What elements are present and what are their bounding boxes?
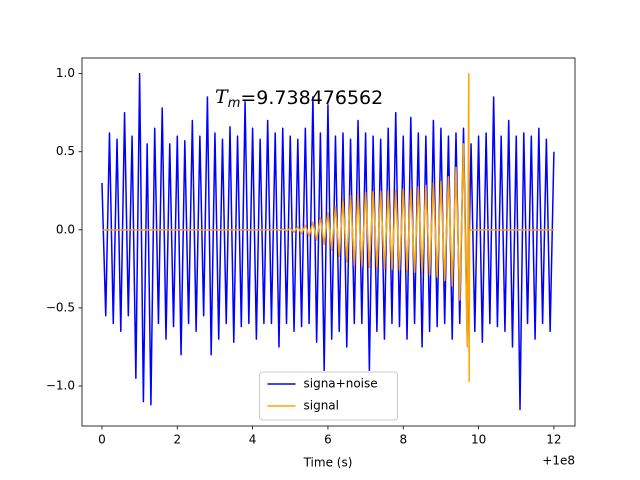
y-tick-label: 0.5 <box>56 144 75 158</box>
annotation-subscript: m <box>228 96 241 111</box>
annotation-symbol: T <box>215 86 229 108</box>
axes-frame <box>81 57 576 427</box>
series-line <box>101 72 555 411</box>
y-tick-label: −0.5 <box>46 300 75 314</box>
legend-label: signa+noise <box>304 377 378 391</box>
x-offset-text: +1e8 <box>542 454 575 468</box>
y-tick-label: 1.0 <box>56 66 75 80</box>
annotation: Tm=9.738476562 <box>215 86 383 111</box>
legend-label: signal <box>304 399 340 413</box>
y-tick-label: −1.0 <box>46 379 75 393</box>
x-tick-label: 0 <box>98 433 106 447</box>
x-axis-label: Time (s) <box>303 456 353 470</box>
x-tick-label: 6 <box>324 433 332 447</box>
x-tick-label: 4 <box>249 433 257 447</box>
x-tick-label: 12 <box>546 433 561 447</box>
x-tick-label: 10 <box>471 433 486 447</box>
annotation-text: =9.738476562 <box>240 87 383 109</box>
x-tick-label: 8 <box>399 433 407 447</box>
y-tick-label: 0.0 <box>56 222 75 236</box>
series-line <box>101 72 554 383</box>
x-tick-label: 2 <box>173 433 181 447</box>
